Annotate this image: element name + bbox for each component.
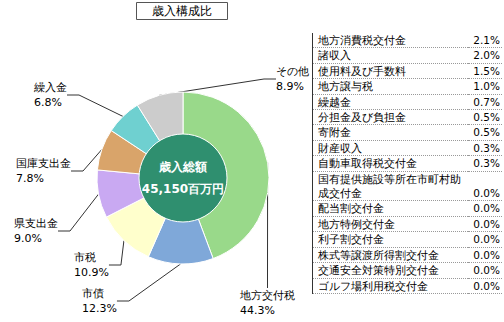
html-text:2.1%: 2.1%	[473, 34, 500, 46]
html-text:0.0%: 0.0%	[473, 217, 500, 230]
svg-text:市税: 市税	[74, 251, 96, 264]
svg-text:歳入総額: 歳入総額	[158, 160, 207, 174]
html-text:0.3%: 0.3%	[473, 157, 500, 170]
html-text:交通安全対策特別交付金: 交通安全対策特別交付金	[318, 264, 439, 277]
html-text:0.0%: 0.0%	[473, 233, 500, 246]
svg-text:45,150百万円: 45,150百万円	[142, 182, 224, 196]
html-text:自動車取得税交付金: 自動車取得税交付金	[318, 157, 417, 170]
svg-text:12.3%: 12.3%	[82, 302, 117, 315]
svg-text:国庫支出金: 国庫支出金	[16, 157, 71, 170]
svg-text:繰入金: 繰入金	[33, 81, 67, 94]
html-text:使用料及び手数料: 使用料及び手数料	[318, 64, 406, 77]
html-text:0.7%: 0.7%	[473, 95, 500, 108]
html-text:国有提供施設等所在市町村助成交付金: 国有提供施設等所在市町村助成交付金	[318, 172, 461, 200]
html-text:繰越金: 繰越金	[318, 95, 351, 108]
html-text:諸収入: 諸収入	[318, 49, 351, 62]
html-text:財産収入: 財産収入	[318, 141, 362, 154]
html-text:分担金及び負担金: 分担金及び負担金	[318, 111, 406, 123]
html-text:寄附金: 寄附金	[318, 126, 351, 139]
html-text:地方譲与税: 地方譲与税	[318, 80, 373, 93]
svg-text:市債: 市債	[82, 287, 104, 300]
html-text:0.5%: 0.5%	[473, 126, 500, 139]
html-text:利子割交付金: 利子割交付金	[318, 233, 384, 246]
svg-text:6.8%: 6.8%	[34, 96, 62, 109]
svg-text:地方交付税: 地方交付税	[239, 289, 295, 302]
html-text:0.0%: 0.0%	[473, 264, 500, 277]
html-text:地方特例交付金: 地方特例交付金	[318, 217, 395, 230]
html-text:ゴルフ場利用税交付金: ゴルフ場利用税交付金	[318, 279, 428, 292]
html-text:配当割交付金: 配当割交付金	[318, 202, 384, 215]
html-text:2.0%: 2.0%	[473, 49, 500, 62]
html-text:1.0%: 1.0%	[473, 80, 500, 93]
html-text:0.0%: 0.0%	[473, 202, 500, 215]
html-text:0.3%: 0.3%	[473, 141, 500, 154]
html-text:1.5%: 1.5%	[473, 64, 500, 77]
svg-text:歳入構成比: 歳入構成比	[152, 4, 212, 18]
svg-text:9.0%: 9.0%	[14, 232, 42, 245]
html-text:地方消費税交付金: 地方消費税交付金	[318, 34, 406, 46]
svg-text:7.8%: 7.8%	[16, 172, 44, 185]
svg-text:県支出金: 県支出金	[14, 217, 58, 230]
html-text:0.5%: 0.5%	[473, 111, 500, 123]
html-text:0.0%: 0.0%	[473, 248, 500, 261]
html-text:0.0%: 0.0%	[473, 187, 500, 200]
html-text:0.0%: 0.0%	[473, 279, 500, 292]
svg-text:10.9%: 10.9%	[74, 266, 109, 279]
svg-text:44.3%: 44.3%	[240, 304, 275, 317]
html-text:株式等譲渡所得割交付金: 株式等譲渡所得割交付金	[318, 248, 439, 261]
svg-text:その他: その他	[276, 65, 309, 78]
svg-text:8.9%: 8.9%	[276, 80, 304, 93]
